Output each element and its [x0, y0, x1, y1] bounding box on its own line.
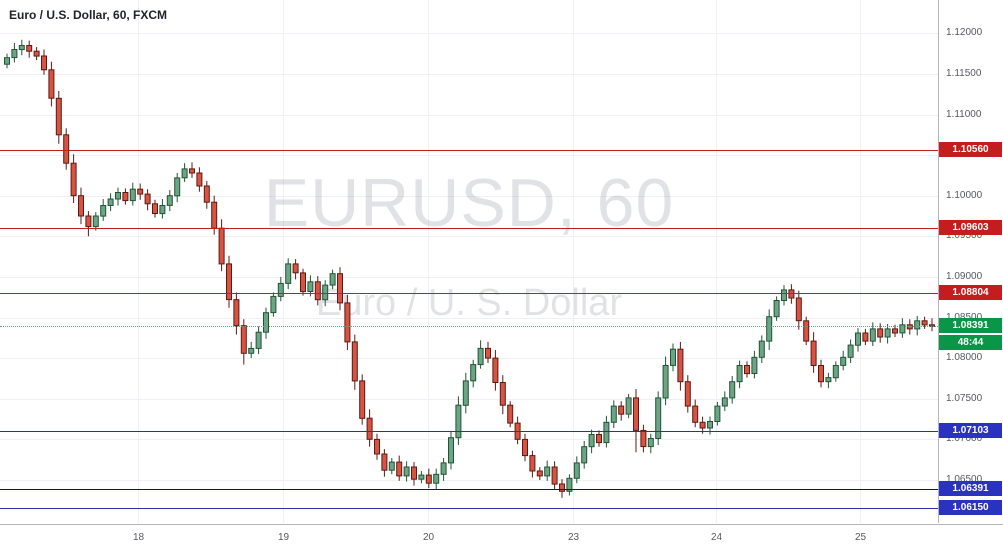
grid-line-horizontal [0, 277, 938, 278]
level-badge-1.08804: 1.08804 [939, 285, 1002, 300]
level-badge-1.09603: 1.09603 [939, 220, 1002, 235]
level-line-1.09603[interactable] [0, 228, 938, 229]
price-axis-label: 1.10000 [946, 190, 983, 201]
price-axis[interactable]: 1.120001.115001.110001.105001.100001.095… [939, 0, 1003, 523]
price-axis-label: 1.09500 [946, 230, 983, 241]
time-axis-label: 23 [568, 532, 580, 543]
grid-line-horizontal [0, 155, 938, 156]
grid-line-horizontal [0, 236, 938, 237]
price-axis-label: 1.09000 [946, 271, 983, 282]
price-axis-label: 1.11500 [946, 68, 982, 79]
price-axis-label: 1.06500 [946, 474, 983, 485]
countdown-badge: 48:44 [939, 335, 1002, 350]
grid-line-horizontal [0, 115, 938, 116]
level-line-1.07103[interactable] [0, 431, 938, 432]
time-axis-label: 24 [711, 532, 723, 543]
time-axis-label: 18 [133, 532, 145, 543]
grid-line-vertical [138, 0, 139, 523]
symbol-legend[interactable]: Euro / U.S. Dollar, 60, FXCM [9, 8, 168, 22]
price-axis-label: 1.07000 [946, 433, 983, 444]
grid-line-horizontal [0, 399, 938, 400]
grid-line-vertical [573, 0, 574, 523]
grid-line-horizontal [0, 480, 938, 481]
level-badge-1.10560: 1.10560 [939, 142, 1002, 157]
level-line-1.08804[interactable] [0, 293, 938, 294]
last-price-line [0, 326, 938, 327]
level-line-1.10560[interactable] [0, 150, 938, 151]
price-axis-label: 1.08000 [946, 352, 983, 363]
price-axis-label: 1.11000 [946, 109, 982, 120]
level-line-1.06150[interactable] [0, 508, 938, 509]
time-axis-label: 19 [278, 532, 290, 543]
grid-line-vertical [283, 0, 284, 523]
candlestick-series [4, 39, 935, 498]
level-badge-1.06391: 1.06391 [939, 481, 1002, 496]
time-axis-label: 20 [423, 532, 435, 543]
grid-line-horizontal [0, 196, 938, 197]
time-axis-label: 25 [855, 532, 867, 543]
plot-area[interactable]: EURUSD, 60 Euro / U. S. Dollar Euro / U.… [0, 0, 939, 523]
price-axis-label: 1.08500 [946, 312, 982, 323]
grid-line-vertical [716, 0, 717, 523]
level-badge-1.07103: 1.07103 [939, 423, 1002, 438]
grid-line-horizontal [0, 439, 938, 440]
grid-line-vertical [860, 0, 861, 523]
grid-line-horizontal [0, 318, 938, 319]
grid-line-horizontal [0, 358, 938, 359]
level-badge-1.06150: 1.06150 [939, 500, 1002, 515]
last-price-badge: 1.08391 [939, 318, 1002, 333]
grid-line-vertical [428, 0, 429, 523]
grid-line-horizontal [0, 74, 938, 75]
level-line-1.06391[interactable] [0, 489, 938, 490]
price-axis-label: 1.12000 [946, 27, 983, 38]
grid-line-horizontal [0, 33, 938, 34]
price-axis-label: 1.07500 [946, 393, 983, 404]
time-axis[interactable]: 18 19 20 23 24 25 [0, 524, 1003, 551]
